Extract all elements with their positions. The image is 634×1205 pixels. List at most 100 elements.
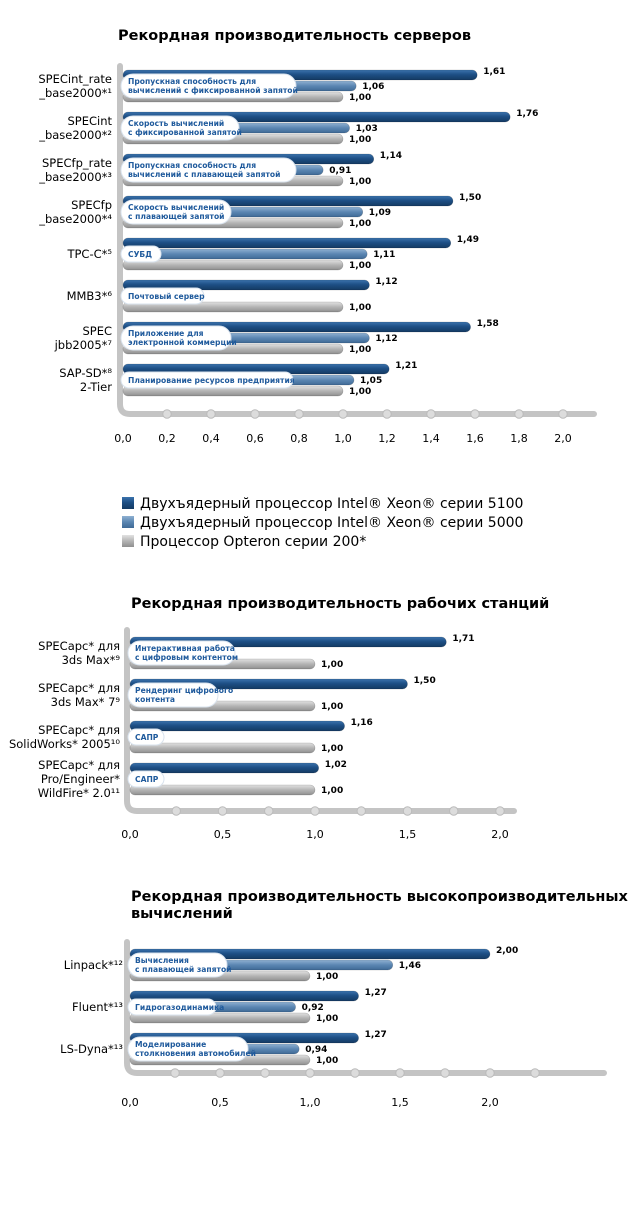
category-pill [127,1036,249,1062]
category-pill-text: с фиксированной запятой [128,128,242,137]
axis-dot [250,409,260,419]
data-label: 1,61 [483,67,505,77]
x-tick-label: 1,8 [510,432,528,445]
category-group: 1,49 1,111,00 СУБД TPC-C*⁵ [66,235,479,271]
category-group: 1,21 1,051,00 Планирование ресурсов предпр… [59,361,417,397]
data-label: 2,00 [496,946,518,956]
axis-dot [215,1068,225,1078]
chart-3-title-line-1: Рекордная производительность высокопроиз… [131,889,628,905]
category-pill-text: Моделирование [135,1040,206,1049]
category-label: 3ds Max*⁹ [62,653,121,667]
axis-dot [310,806,320,816]
data-label: 1,00 [321,786,343,796]
x-tick-label: 1,0 [306,828,324,841]
category-label: 3ds Max* 7⁹ [51,695,121,709]
axis-dot [382,409,392,419]
data-label: 1,27 [365,1030,387,1040]
category-pill-text: Гидрогазодинамика [135,1003,224,1012]
legend-item-xeon5000: Двухъядерный процессор Intel® Xeon® сери… [122,515,523,531]
category-pill-text: Скорость вычислений [128,203,224,212]
category-pill-text: Интерактивная работа [135,644,235,653]
data-label: 1,12 [375,277,397,287]
axis-dot [162,409,172,419]
category-label: _base2000*² [38,128,112,142]
data-label: 1,49 [457,235,479,245]
category-pill-text: вычислений с плавающей запятой [128,170,280,179]
legend-label-opteron: Процессор Opteron серии 200* [140,534,366,550]
category-pill [120,325,232,351]
bar-xeon5100 [122,237,452,249]
axis-dot [171,806,181,816]
category-pill-text: Планирование ресурсов предприятия [128,376,295,385]
category-label: LS-Dyna*¹³ [60,1042,123,1056]
axis-frame [124,627,517,814]
data-label: 1,03 [356,124,378,134]
category-label: SPEC [82,324,112,338]
data-label: 1,00 [349,219,371,229]
data-label: 1,16 [351,718,373,728]
data-label: 1,21 [395,361,417,371]
category-pill [120,115,240,141]
axis-dot [338,409,348,419]
data-label: 1,05 [360,376,382,386]
category-pill-text: столкновения автомобилей [135,1049,256,1058]
category-label: SPECint [67,114,112,128]
data-label: 1,50 [459,193,481,203]
axis-dot [485,1068,495,1078]
legend: Двухъядерный процессор Intel® Xeon® сери… [122,496,523,550]
x-tick-label: 2,0 [481,1096,499,1109]
category-label: TPC-C*⁵ [66,247,112,261]
x-tick-label: 0,5 [214,828,232,841]
axis-dot [206,409,216,419]
axis-dot [495,806,505,816]
category-pill-text: САПР [135,733,159,742]
x-tick-label: 0,0 [114,432,132,445]
category-label: jbb2005*⁷ [54,338,113,352]
category-label: SPECint_rate [38,72,112,86]
x-tick-label: 2,0 [554,432,572,445]
x-tick-label: 1,5 [399,828,417,841]
x-tick-label: 2,0 [491,828,509,841]
legend-label-xeon5000: Двухъядерный процессор Intel® Xeon® сери… [140,515,523,531]
x-tick-label: 0,8 [290,432,308,445]
category-label: SPECapc* для [38,681,120,695]
legend-swatch-xeon5100 [122,497,134,509]
x-tick-label: 1,2 [378,432,396,445]
category-label: WildFire* 2.0¹¹ [38,786,120,800]
data-label: 0,92 [302,1003,324,1013]
category-label: _base2000*⁴ [38,212,112,226]
data-label: 1,27 [365,988,387,998]
axis-dot [170,1068,180,1078]
axis-dot [514,409,524,419]
category-label: _base2000*¹ [38,86,112,100]
data-label: 1,00 [316,1056,338,1066]
data-label: 1,71 [452,634,474,644]
category-label: Linpack*¹² [64,958,123,972]
data-label: 1,02 [325,760,347,770]
data-label: 1,76 [516,109,538,119]
category-pill-text: Скорость вычислений [128,119,224,128]
data-label: 1,00 [321,660,343,670]
data-label: 1,00 [349,261,371,271]
category-pill-text: Приложение для [128,329,204,338]
bar-opteron [122,259,344,271]
axis-dot [260,1068,270,1078]
category-pill-text: Пропускная способность для [128,161,256,170]
chart-2-workstations: 0,0 0,5 1,0 1,5 2,0 1,71 1,00 Интерактивная раб… [9,627,517,841]
legend-item-xeon5100: Двухъядерный процессор Intel® Xeon® сери… [122,496,523,512]
axis-dot [470,409,480,419]
category-group: 1,02 1,00 САПР SPECapc* дляPro/Engineer*Wil… [38,758,347,800]
axis-dot [440,1068,450,1078]
axis-dot [305,1068,315,1078]
chart-1-title: Рекордная производительность серверов [118,28,471,44]
category-pill [127,728,165,746]
category-pill-text: САПР [135,775,159,784]
category-pill-text: Рендеринг цифрового [135,686,233,695]
data-label: 1,06 [362,82,384,92]
axis-dot [264,806,274,816]
data-label: 1,11 [373,250,395,260]
